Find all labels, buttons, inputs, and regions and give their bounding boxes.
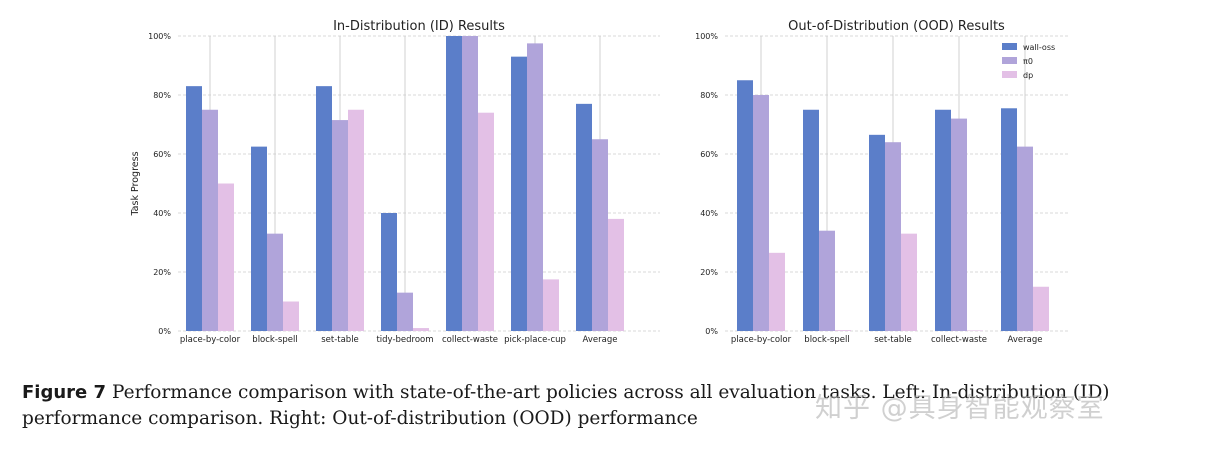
legend-label-pi0: π0 bbox=[1023, 57, 1033, 66]
bar-dp bbox=[835, 330, 851, 331]
x-tick-label: collect-waste bbox=[442, 335, 498, 345]
bar-wall_oss bbox=[803, 109, 819, 331]
y-tick-label: 20% bbox=[700, 268, 718, 277]
bar-wall_oss bbox=[316, 86, 332, 332]
bar-wall_oss bbox=[186, 86, 202, 332]
legend-label-dp: dp bbox=[1023, 71, 1033, 80]
bar-pi0 bbox=[332, 120, 348, 331]
bar-pi0 bbox=[267, 233, 283, 331]
y-axis-title: Task Progress bbox=[130, 151, 141, 216]
bar-wall_oss bbox=[511, 56, 527, 332]
x-tick-label: place-by-color bbox=[180, 335, 241, 345]
legend-swatch-wall_oss bbox=[1002, 43, 1017, 50]
bar-dp bbox=[543, 279, 559, 331]
bar-dp bbox=[283, 301, 299, 331]
x-tick-label: set-table bbox=[321, 335, 359, 345]
y-tick-label: 100% bbox=[148, 32, 171, 41]
bar-pi0 bbox=[819, 230, 835, 331]
caption-text: Performance comparison with state-of-the… bbox=[22, 382, 1110, 429]
x-tick-label: pick-place-cup bbox=[504, 335, 566, 345]
bar-dp bbox=[348, 109, 364, 331]
bar-dp bbox=[218, 183, 234, 331]
bar-pi0 bbox=[397, 292, 413, 331]
legend-swatch-dp bbox=[1002, 71, 1017, 78]
bar-dp bbox=[769, 252, 785, 331]
bar-dp bbox=[901, 233, 917, 331]
y-tick-label: 60% bbox=[700, 150, 718, 159]
y-tick-label: 80% bbox=[153, 91, 171, 100]
figure-caption: Figure 7 Performance comparison with stat… bbox=[22, 380, 1202, 432]
bar-pi0 bbox=[753, 95, 769, 331]
bar-wall_oss bbox=[251, 146, 267, 331]
bar-wall_oss bbox=[869, 134, 885, 331]
legend-label-wall_oss: wall-oss bbox=[1023, 43, 1055, 52]
bar-pi0 bbox=[202, 109, 218, 331]
bar-dp bbox=[967, 330, 983, 332]
y-tick-label: 20% bbox=[153, 268, 171, 277]
x-tick-label: set-table bbox=[874, 335, 912, 345]
bar-wall_oss bbox=[576, 103, 592, 331]
bar-wall_oss bbox=[1001, 108, 1017, 332]
bar-pi0 bbox=[885, 142, 901, 331]
bar-pi0 bbox=[1017, 146, 1033, 331]
x-tick-label: collect-waste bbox=[931, 335, 987, 345]
y-tick-label: 100% bbox=[695, 32, 718, 41]
bar-dp bbox=[413, 328, 429, 331]
x-tick-label: Average bbox=[1008, 335, 1043, 345]
bar-dp bbox=[1033, 286, 1049, 331]
y-tick-label: 40% bbox=[700, 209, 718, 218]
chart-title: Out-of-Distribution (OOD) Results bbox=[788, 19, 1005, 34]
bar-wall_oss bbox=[446, 36, 462, 331]
x-tick-label: tidy-bedroom bbox=[376, 335, 433, 345]
x-tick-label: Average bbox=[583, 335, 618, 345]
bar-wall_oss bbox=[935, 109, 951, 331]
bar-pi0 bbox=[462, 36, 478, 331]
x-tick-label: block-spell bbox=[804, 335, 849, 345]
figure-charts: 0% 20% 40% 60% 80% 100% place-by-color block-sp… bbox=[130, 19, 1068, 345]
bar-dp bbox=[478, 112, 494, 331]
y-tick-label: 0% bbox=[705, 327, 718, 336]
bar-pi0 bbox=[951, 118, 967, 331]
chart-title: In-Distribution (ID) Results bbox=[333, 19, 505, 34]
bar-dp bbox=[608, 218, 624, 331]
bar-wall_oss bbox=[381, 213, 397, 331]
bar-pi0 bbox=[592, 139, 608, 331]
figure-label: Figure 7 bbox=[22, 382, 107, 403]
legend-swatch-pi0 bbox=[1002, 57, 1017, 64]
x-tick-label: block-spell bbox=[252, 335, 297, 345]
watermark: 知乎 @具身智能观察室 bbox=[815, 393, 1105, 424]
y-tick-label: 40% bbox=[153, 209, 171, 218]
y-tick-label: 0% bbox=[158, 327, 171, 336]
bar-wall_oss bbox=[737, 80, 753, 331]
y-tick-label: 60% bbox=[153, 150, 171, 159]
y-tick-label: 80% bbox=[700, 91, 718, 100]
bar-pi0 bbox=[527, 43, 543, 331]
x-tick-label: place-by-color bbox=[731, 335, 792, 345]
